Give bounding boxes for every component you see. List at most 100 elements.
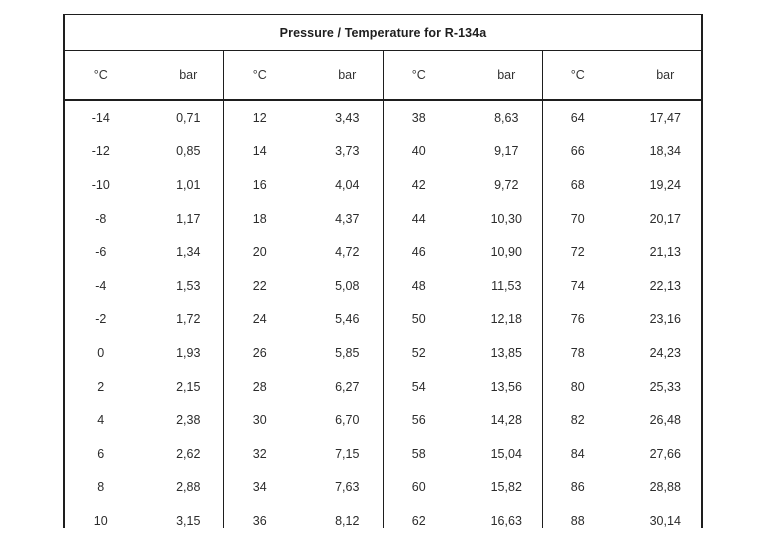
- row-group: 76 23,16: [542, 303, 701, 337]
- pressure-cell: 5,85: [335, 345, 360, 360]
- pressure-cell: 9,17: [494, 144, 519, 159]
- temperature-cell: 32: [252, 446, 267, 461]
- row-group: 84 27,66: [542, 437, 701, 471]
- temperature-cell: -4: [95, 278, 107, 293]
- pressure-cell: 27,66: [649, 446, 681, 461]
- temperature-cell: 66: [570, 144, 585, 159]
- row-group: -4 1,53: [65, 269, 224, 303]
- pressure-cell: 2,62: [176, 446, 201, 461]
- pressure-cell: 20,17: [649, 211, 681, 226]
- pressure-cell: 18,34: [649, 144, 681, 159]
- row-group: 32 7,15: [224, 437, 383, 471]
- pressure-cell: 23,16: [649, 312, 681, 327]
- temperature-cell: 52: [411, 345, 426, 360]
- temperature-cell: 12: [252, 110, 267, 125]
- temperature-cell: 50: [411, 312, 426, 327]
- pressure-cell: 10,90: [490, 245, 522, 260]
- temperature-cell: 22: [252, 278, 267, 293]
- table-row: -10 1,01 16 4,04 42 9,72 68 19,24: [65, 168, 701, 202]
- row-group: 64 17,47: [542, 101, 701, 135]
- table-row: 8 2,88 34 7,63 60 15,82 86 28,88: [65, 471, 701, 505]
- row-group: 22 5,08: [224, 269, 383, 303]
- table-row: -6 1,34 20 4,72 46 10,90 72 21,13: [65, 235, 701, 269]
- temperature-cell: 58: [411, 446, 426, 461]
- temperature-cell: 48: [411, 278, 426, 293]
- pressure-cell: 13,85: [490, 345, 522, 360]
- row-group: 14 3,73: [224, 135, 383, 169]
- header-pressure: bar: [179, 68, 198, 82]
- row-group: 28 6,27: [224, 370, 383, 404]
- pressure-cell: 6,27: [335, 379, 360, 394]
- temperature-cell: 16: [252, 177, 267, 192]
- pressure-cell: 25,33: [649, 379, 681, 394]
- header-temperature: °C: [411, 68, 426, 82]
- pressure-cell: 26,48: [649, 413, 681, 428]
- pressure-cell: 2,15: [176, 379, 201, 394]
- pressure-cell: 16,63: [490, 513, 522, 528]
- pressure-cell: 7,63: [335, 480, 360, 495]
- row-group: 24 5,46: [224, 303, 383, 337]
- row-group: 2 2,15: [65, 370, 224, 404]
- pressure-cell: 15,82: [490, 480, 522, 495]
- row-group: 56 14,28: [383, 403, 542, 437]
- pressure-cell: 1,93: [176, 345, 201, 360]
- row-group: 74 22,13: [542, 269, 701, 303]
- pressure-cell: 30,14: [649, 513, 681, 528]
- temperature-cell: 56: [411, 413, 426, 428]
- temperature-cell: 42: [411, 177, 426, 192]
- temperature-cell: 84: [570, 446, 585, 461]
- temperature-cell: 14: [252, 144, 267, 159]
- row-group: 36 8,12: [224, 504, 383, 538]
- pressure-cell: 13,56: [490, 379, 522, 394]
- row-group: -12 0,85: [65, 135, 224, 169]
- temperature-cell: 26: [252, 345, 267, 360]
- row-group: 26 5,85: [224, 336, 383, 370]
- temperature-cell: 36: [252, 513, 267, 528]
- table-row: -4 1,53 22 5,08 48 11,53 74 22,13: [65, 269, 701, 303]
- pressure-cell: 2,38: [176, 413, 201, 428]
- pressure-cell: 2,88: [176, 480, 201, 495]
- pressure-temperature-table: Pressure / Temperature for R-134a °C bar…: [63, 14, 703, 528]
- row-group: 66 18,34: [542, 135, 701, 169]
- table-row: -14 0,71 12 3,43 38 8,63 64 17,47: [65, 101, 701, 135]
- row-group: 86 28,88: [542, 471, 701, 505]
- pressure-cell: 1,34: [176, 245, 201, 260]
- row-group: -6 1,34: [65, 235, 224, 269]
- temperature-cell: 28: [252, 379, 267, 394]
- row-group: -10 1,01: [65, 168, 224, 202]
- row-group: 52 13,85: [383, 336, 542, 370]
- row-group: 38 8,63: [383, 101, 542, 135]
- row-group: -2 1,72: [65, 303, 224, 337]
- pressure-cell: 17,47: [649, 110, 681, 125]
- temperature-cell: 80: [570, 379, 585, 394]
- row-group: 20 4,72: [224, 235, 383, 269]
- pressure-cell: 0,85: [176, 144, 201, 159]
- row-group: 60 15,82: [383, 471, 542, 505]
- pressure-cell: 1,01: [176, 177, 201, 192]
- row-group: 72 21,13: [542, 235, 701, 269]
- row-group: 0 1,93: [65, 336, 224, 370]
- column-divider: [383, 51, 384, 528]
- temperature-cell: 86: [570, 480, 585, 495]
- table-row: 10 3,15 36 8,12 62 16,63 88 30,14: [65, 504, 701, 538]
- row-group: 10 3,15: [65, 504, 224, 538]
- pressure-cell: 22,13: [649, 278, 681, 293]
- temperature-cell: -14: [91, 110, 110, 125]
- temperature-cell: 30: [252, 413, 267, 428]
- pressure-cell: 1,17: [176, 211, 201, 226]
- temperature-cell: -12: [91, 144, 110, 159]
- temperature-cell: 4: [97, 413, 105, 428]
- row-group: 80 25,33: [542, 370, 701, 404]
- table-body: -14 0,71 12 3,43 38 8,63 64 17,47 -12 0,85 14 3,73 4…: [65, 101, 701, 528]
- pressure-cell: 8,63: [494, 110, 519, 125]
- temperature-cell: -8: [95, 211, 107, 226]
- pressure-cell: 5,08: [335, 278, 360, 293]
- table-row: -8 1,17 18 4,37 44 10,30 70 20,17: [65, 202, 701, 236]
- column-divider: [223, 51, 224, 528]
- table-row: 0 1,93 26 5,85 52 13,85 78 24,23: [65, 336, 701, 370]
- row-group: 48 11,53: [383, 269, 542, 303]
- temperature-cell: 70: [570, 211, 585, 226]
- pressure-cell: 4,04: [335, 177, 360, 192]
- temperature-cell: 2: [97, 379, 105, 394]
- temperature-cell: 34: [252, 480, 267, 495]
